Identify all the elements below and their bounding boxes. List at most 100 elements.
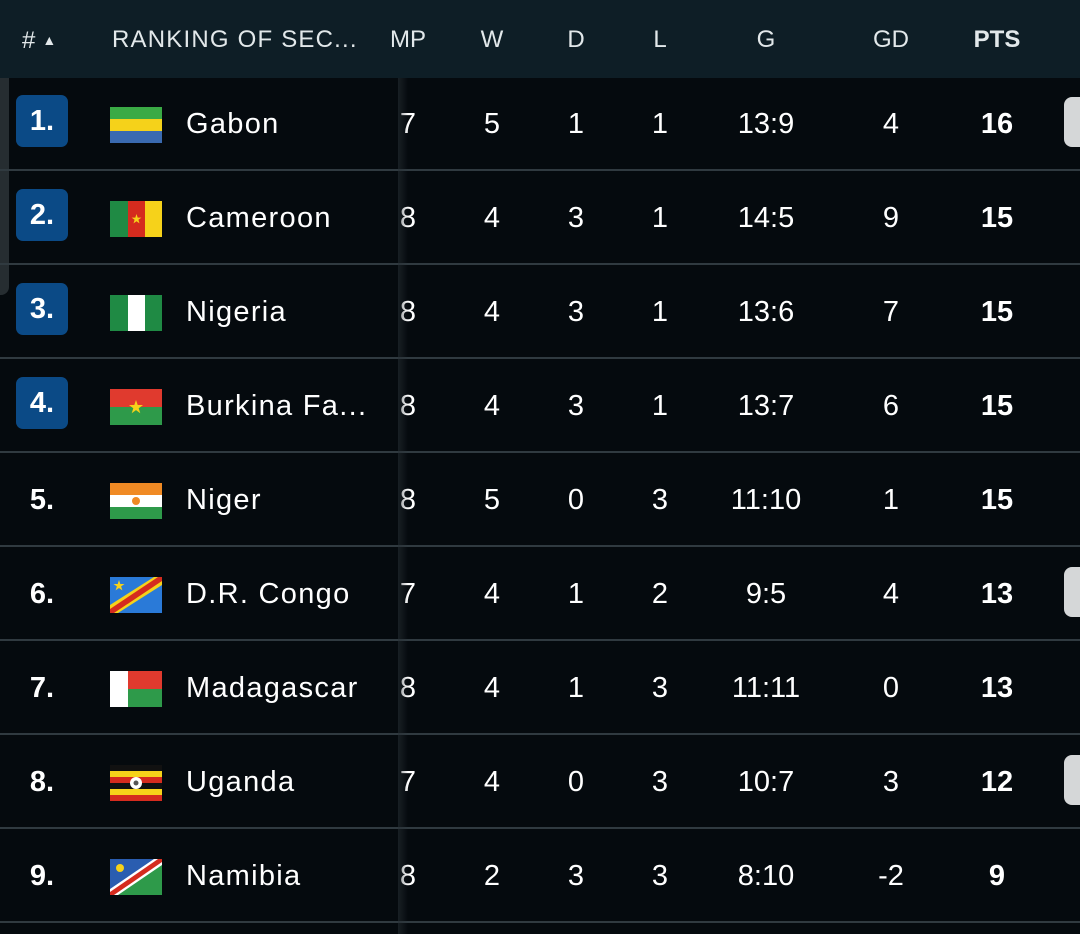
matches-played: 8 <box>368 266 448 359</box>
rank-badge: 4. <box>16 377 68 429</box>
wins: 5 <box>483 108 501 140</box>
team-name: Madagascar <box>186 672 359 704</box>
goals: 8:10 <box>737 860 795 892</box>
rank-number: 6. <box>29 578 55 610</box>
losses: 2 <box>651 578 669 610</box>
rank-number: 9. <box>29 860 55 892</box>
table-row[interactable]: 6. D.R. Congo 7 4 1 2 9:5 4 13 <box>0 548 1080 641</box>
points: 15 <box>980 202 1014 234</box>
goal-difference: 9 <box>882 202 900 234</box>
goals: 14:5 <box>737 202 795 234</box>
mp-column-header[interactable]: MP <box>390 26 426 53</box>
wins: 4 <box>483 672 501 704</box>
table-row[interactable]: 4. Burkina Fa... 8 4 3 1 13:7 6 15 <box>0 360 1080 453</box>
losses: 1 <box>651 108 669 140</box>
scrollbar[interactable] <box>0 0 9 295</box>
goal-difference: 3 <box>882 766 900 798</box>
losses: 1 <box>651 296 669 328</box>
form-tab[interactable] <box>1064 97 1080 147</box>
form-tab[interactable] <box>1064 755 1080 805</box>
table-row[interactable]: 7. Madagascar 8 4 1 3 11:11 0 13 <box>0 642 1080 735</box>
sort-ascending-icon[interactable]: ▲ <box>42 32 58 48</box>
matches-played: 7 <box>368 78 448 171</box>
pts-column-header[interactable]: PTS <box>973 26 1021 53</box>
draws: 3 <box>567 860 585 892</box>
losses: 1 <box>651 202 669 234</box>
wins: 2 <box>483 860 501 892</box>
losses: 1 <box>651 390 669 422</box>
goals: 13:9 <box>737 108 795 140</box>
draws: 1 <box>567 108 585 140</box>
goals: 11:11 <box>731 672 801 704</box>
team-name: Namibia <box>186 860 302 892</box>
rank-badge: 3. <box>16 283 68 335</box>
rank-header-label: # <box>22 27 37 54</box>
team-name: D.R. Congo <box>186 578 351 610</box>
matches-played: 7 <box>368 548 448 641</box>
l-column-header[interactable]: L <box>653 26 667 53</box>
points: 15 <box>980 484 1014 516</box>
cameroon-flag-icon <box>110 201 162 237</box>
column-divider <box>398 78 408 934</box>
points: 15 <box>980 390 1014 422</box>
wins: 4 <box>483 766 501 798</box>
draws: 1 <box>567 672 585 704</box>
namibia-flag-icon <box>110 859 162 895</box>
table-row[interactable]: 9. Namibia 8 2 3 3 8:10 -2 9 <box>0 830 1080 923</box>
rank-number: 5. <box>29 484 55 516</box>
w-column-header[interactable]: W <box>480 26 504 53</box>
matches-played: 8 <box>368 454 448 547</box>
table-row[interactable]: 5. Niger 8 5 0 3 11:10 1 15 <box>0 454 1080 547</box>
goal-difference: 6 <box>882 390 900 422</box>
goals: 11:10 <box>730 484 802 516</box>
table-row[interactable]: 1. Gabon 7 5 1 1 13:9 4 16 <box>0 78 1080 171</box>
rank-number: 8. <box>29 766 55 798</box>
nigeria-flag-icon <box>110 295 162 331</box>
goals: 13:6 <box>737 296 795 328</box>
team-name: Burkina Fa... <box>186 390 368 422</box>
goal-difference: 0 <box>882 672 900 704</box>
wins: 5 <box>483 484 501 516</box>
points: 13 <box>980 578 1014 610</box>
table-row[interactable]: 3. Nigeria 8 4 3 1 13:6 7 15 <box>0 266 1080 359</box>
wins: 4 <box>483 578 501 610</box>
team-name: Niger <box>186 484 262 516</box>
rank-column-header[interactable]: # ▲ <box>22 0 57 78</box>
goals: 10:7 <box>737 766 795 798</box>
team-name: Nigeria <box>186 296 287 328</box>
goal-difference: 4 <box>882 578 900 610</box>
points: 15 <box>980 296 1014 328</box>
gd-column-header[interactable]: GD <box>873 26 909 53</box>
points: 9 <box>988 860 1006 892</box>
table-row[interactable]: 8. Uganda 7 4 0 3 10:7 3 12 <box>0 736 1080 829</box>
goal-difference: 7 <box>882 296 900 328</box>
d-column-header[interactable]: D <box>567 26 585 53</box>
draws: 0 <box>567 766 585 798</box>
rank-badge: 2. <box>16 189 68 241</box>
gabon-flag-icon <box>110 107 162 143</box>
rank-number: 7. <box>29 672 55 704</box>
goals: 9:5 <box>745 578 787 610</box>
goal-difference: -2 <box>878 860 904 892</box>
uganda-flag-icon <box>110 765 162 801</box>
draws: 0 <box>567 484 585 516</box>
team-name: Gabon <box>186 108 280 140</box>
table-row[interactable]: 2. Cameroon 8 4 3 1 14:5 9 15 <box>0 172 1080 265</box>
matches-played: 8 <box>368 172 448 265</box>
wins: 4 <box>483 390 501 422</box>
matches-played: 8 <box>368 830 448 923</box>
niger-flag-icon <box>110 483 162 519</box>
losses: 3 <box>651 766 669 798</box>
losses: 3 <box>651 860 669 892</box>
draws: 3 <box>567 202 585 234</box>
team-name: Uganda <box>186 766 296 798</box>
draws: 3 <box>567 390 585 422</box>
wins: 4 <box>483 296 501 328</box>
draws: 1 <box>567 578 585 610</box>
points: 12 <box>980 766 1014 798</box>
team-column-header[interactable]: RANKING OF SEC... <box>112 26 358 53</box>
form-tab[interactable] <box>1064 567 1080 617</box>
team-name: Cameroon <box>186 202 332 234</box>
losses: 3 <box>651 672 669 704</box>
g-column-header[interactable]: G <box>756 26 776 53</box>
